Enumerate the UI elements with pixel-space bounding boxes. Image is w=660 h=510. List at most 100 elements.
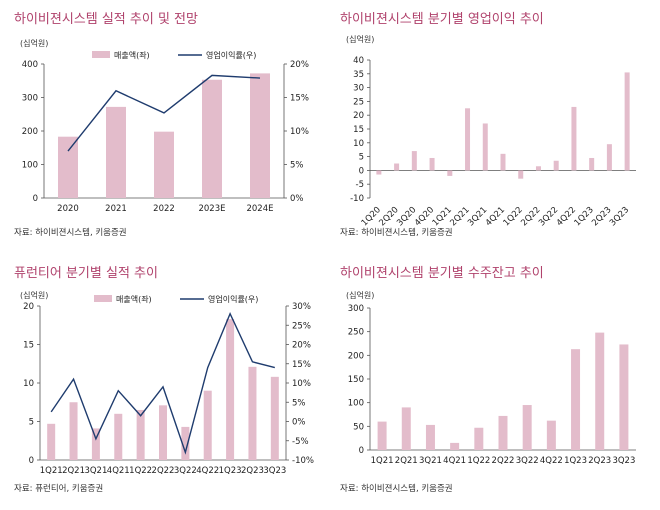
x-tick-label: 3Q23: [608, 205, 631, 228]
bar-2020: [58, 136, 78, 198]
bar-2Q22: [535, 166, 541, 171]
y2-tick-label: 5%: [290, 161, 304, 171]
y2-tick-label: 0%: [290, 194, 304, 204]
legend-line-label: 영업이익률(우): [206, 50, 256, 60]
bar-1Q21: [377, 421, 387, 450]
bar-1Q22: [518, 170, 524, 179]
bar-4Q21: [450, 442, 460, 450]
bar-1Q22: [136, 409, 145, 460]
panel-furuntier-quarterly: 퓨런티어 분기별 실적 추이 (십억원) 0 5 10 15 20 -10% -5% 0% 5%…: [14, 262, 324, 502]
bar-4Q20: [429, 157, 435, 171]
bar-3Q20: [411, 151, 417, 171]
y-tick-label: 200: [22, 127, 38, 137]
x-tick-label: 2Q21: [395, 456, 418, 466]
chart-annual: 0 100 200 300 400 0% 5% 10% 15% 20% 2020 2021 2022 20…: [22, 50, 309, 214]
x-tick-label: 3Q21: [419, 456, 442, 466]
bar-4Q22: [546, 420, 556, 450]
source-note: 자료: 퓨런티어, 키움증권: [14, 484, 104, 494]
x-tick-label: 2023E: [198, 204, 225, 214]
bar-1Q23: [226, 319, 235, 460]
x-tick-label: 3Q22: [537, 205, 560, 228]
bar-3Q22: [181, 426, 190, 460]
x-tick-label: 4Q22: [540, 456, 563, 466]
bar-2Q20: [394, 163, 400, 171]
x-tick-label: 2022: [153, 204, 175, 214]
x-tick-label: 3Q20: [395, 205, 418, 228]
x-tick-label: 3Q21: [466, 205, 489, 228]
source-note: 자료: 하이비젼시스템, 키움증권: [340, 484, 453, 494]
bar-3Q22: [522, 405, 532, 450]
x-tick-label: 3Q23: [263, 466, 286, 476]
y2-tick-label: 30%: [292, 302, 311, 312]
x-tick-label: 1Q21: [431, 205, 454, 228]
y2-tick-label: -10%: [292, 456, 314, 466]
bar-3Q22: [553, 160, 559, 171]
chart-title: 하이비젼시스템 실적 추이 및 전망: [14, 12, 198, 27]
y-tick-label: 10: [353, 139, 364, 149]
source-note: 자료: 하이비젼시스템, 키움증권: [14, 228, 127, 238]
bar-1Q21: [47, 423, 56, 460]
y2-tick-label: 0%: [292, 418, 306, 428]
legend-bar-swatch: [94, 295, 112, 302]
operating-margin-line: [67, 74, 261, 152]
y2-tick-label: 15%: [290, 94, 309, 104]
y2-tick-label: 5%: [292, 398, 306, 408]
y2-tick-label: 15%: [292, 360, 311, 370]
y-tick-label: 35: [353, 70, 364, 80]
bar-2Q22: [159, 405, 167, 460]
bar-3Q21: [91, 428, 100, 460]
bar-3Q23: [619, 344, 629, 450]
y2-tick-label: 10%: [292, 379, 311, 389]
x-tick-label: 2Q23: [241, 466, 264, 476]
bar-2Q22: [498, 415, 508, 450]
x-tick-label: 3Q23: [612, 456, 635, 466]
bar-3Q23: [270, 376, 279, 460]
bar-1Q21: [447, 170, 453, 176]
y-tick-label: 250: [348, 328, 364, 338]
y2-tick-label: 20%: [290, 60, 309, 70]
y-tick-label: 40: [353, 56, 364, 66]
bar-3Q23: [624, 72, 630, 171]
x-tick-label: 3Q22: [174, 466, 197, 476]
x-tick-label: 1Q20: [360, 205, 383, 228]
bar-2021: [106, 106, 126, 198]
x-tick-label: 1Q23: [573, 205, 596, 228]
unit-label: (십억원): [346, 291, 375, 300]
bar-3Q21: [425, 424, 435, 450]
y-tick-label: 400: [22, 60, 38, 70]
chart-quarterly-op: -10-505101520253035401Q202Q203Q204Q201Q2…: [350, 56, 636, 228]
unit-label: (십억원): [346, 35, 375, 44]
y2-tick-label: 25%: [292, 321, 311, 331]
operating-margin-line: [50, 311, 275, 455]
x-tick-label: 2Q22: [152, 466, 175, 476]
bar-2Q23: [606, 144, 612, 171]
y-tick-label: 20: [23, 302, 34, 312]
x-tick-label: 1Q22: [502, 205, 525, 228]
x-tick-label: 1Q22: [129, 466, 152, 476]
bar-1Q20: [376, 170, 382, 175]
y-tick-label: 100: [22, 161, 38, 171]
x-tick-label: 1Q23: [564, 456, 587, 466]
x-tick-label: 2021: [105, 204, 127, 214]
bar-2024E: [250, 73, 270, 198]
source-note: 자료: 하이비젼시스템, 키움증권: [340, 228, 453, 238]
y-tick-label: -5: [356, 180, 364, 190]
x-tick-label: 2020: [57, 204, 79, 214]
panel-order-backlog: 하이비젼시스템 분기별 수주잔고 추이 (십억원) 0 50 100 150 200 25…: [340, 262, 650, 502]
x-tick-label: 2Q21: [62, 466, 85, 476]
chart-title: 하이비젼시스템 분기별 영업이익 추이: [340, 12, 544, 27]
y2-tick-label: -5%: [292, 437, 309, 447]
x-tick-label: 2024E: [246, 204, 273, 214]
x-tick-label: 2Q21: [448, 205, 471, 228]
bar-2Q23: [595, 332, 605, 450]
y-tick-label: 200: [348, 351, 364, 361]
x-tick-label: 3Q21: [84, 466, 107, 476]
bar-1Q22: [474, 427, 484, 450]
y-tick-label: 50: [353, 422, 364, 432]
y-tick-label: 100: [348, 399, 364, 409]
bar-1Q23: [589, 157, 595, 171]
bar-4Q22: [571, 106, 577, 171]
y-tick-label: 30: [353, 84, 364, 94]
